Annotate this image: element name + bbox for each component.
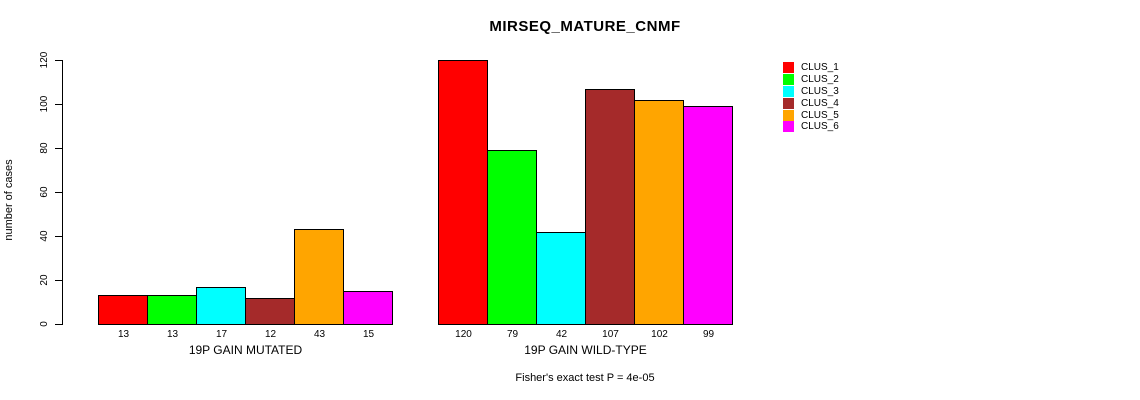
- legend-item-label: CLUS_4: [801, 97, 839, 109]
- bar-value-label: 17: [215, 329, 228, 340]
- legend-item: CLUS_2: [783, 74, 839, 86]
- bar-CLUS_6: [683, 106, 733, 325]
- bar-CLUS_3: [196, 287, 246, 325]
- bar-value-label: 12: [264, 329, 277, 340]
- legend-item-label: CLUS_1: [801, 62, 839, 74]
- legend-item: CLUS_6: [783, 121, 839, 133]
- legend-color-swatch: [783, 62, 794, 74]
- bar-value-label: 43: [313, 329, 326, 340]
- legend-item-label: CLUS_5: [801, 109, 839, 121]
- y-axis-title: number of cases: [3, 159, 15, 241]
- y-axis-tick: [55, 280, 62, 281]
- legend-item-label: CLUS_3: [801, 85, 839, 97]
- y-axis-tick: [55, 192, 62, 193]
- y-axis-tick-label: 60: [39, 186, 50, 198]
- bar-value-label: 79: [506, 329, 519, 340]
- x-axis-group-label: 19P GAIN WILD-TYPE: [524, 343, 647, 357]
- legend-item-label: CLUS_6: [801, 121, 839, 133]
- chart-title: MIRSEQ_MATURE_CNMF: [489, 18, 681, 35]
- y-axis-tick-label: 120: [39, 51, 50, 69]
- y-axis-tick-label: 80: [39, 142, 50, 154]
- bar-CLUS_6: [343, 291, 393, 325]
- bar-CLUS_2: [487, 150, 537, 325]
- legend-item-label: CLUS_2: [801, 74, 839, 86]
- bar-value-label: 13: [117, 329, 130, 340]
- bar-value-label: 120: [455, 329, 472, 340]
- bar-CLUS_5: [634, 100, 684, 325]
- y-axis-tick-label: 40: [39, 230, 50, 242]
- y-axis-tick: [55, 236, 62, 237]
- legend: CLUS_1 CLUS_2 CLUS_3 CLUS_4 CLUS_5 CLUS_6: [783, 62, 839, 133]
- bar-CLUS_1: [438, 60, 488, 325]
- bar-CLUS_4: [585, 89, 635, 325]
- bar-value-label: 99: [702, 329, 715, 340]
- bar-CLUS_1: [98, 295, 148, 325]
- y-axis-tick: [55, 324, 62, 325]
- y-axis-tick-label: 0: [39, 321, 50, 327]
- bar-CLUS_2: [147, 295, 197, 325]
- bar-CLUS_3: [536, 232, 586, 325]
- legend-color-swatch: [783, 74, 794, 86]
- y-axis-tick: [55, 104, 62, 105]
- bar-value-label: 13: [166, 329, 179, 340]
- bar-CLUS_4: [245, 298, 295, 325]
- legend-color-swatch: [783, 85, 794, 97]
- bar-value-label: 107: [602, 329, 619, 340]
- legend-color-swatch: [783, 97, 794, 109]
- legend-color-swatch: [783, 109, 794, 121]
- annotation-fisher-test: Fisher's exact test P = 4e-05: [515, 372, 655, 384]
- x-axis-group-label: 19P GAIN MUTATED: [188, 343, 303, 357]
- bar-value-label: 102: [651, 329, 668, 340]
- y-axis-tick: [55, 148, 62, 149]
- legend-item: CLUS_4: [783, 97, 839, 109]
- legend-color-swatch: [783, 121, 794, 133]
- legend-item: CLUS_3: [783, 85, 839, 98]
- y-axis-line: [62, 60, 63, 325]
- y-axis-tick-label: 20: [39, 274, 50, 286]
- y-axis-tick: [55, 60, 62, 61]
- bar-CLUS_5: [294, 229, 344, 325]
- legend-item: CLUS_5: [783, 109, 839, 121]
- y-axis-tick-label: 100: [39, 95, 50, 113]
- bar-value-label: 42: [555, 329, 568, 340]
- legend-item: CLUS_1: [783, 62, 839, 74]
- bar-value-label: 15: [362, 329, 375, 340]
